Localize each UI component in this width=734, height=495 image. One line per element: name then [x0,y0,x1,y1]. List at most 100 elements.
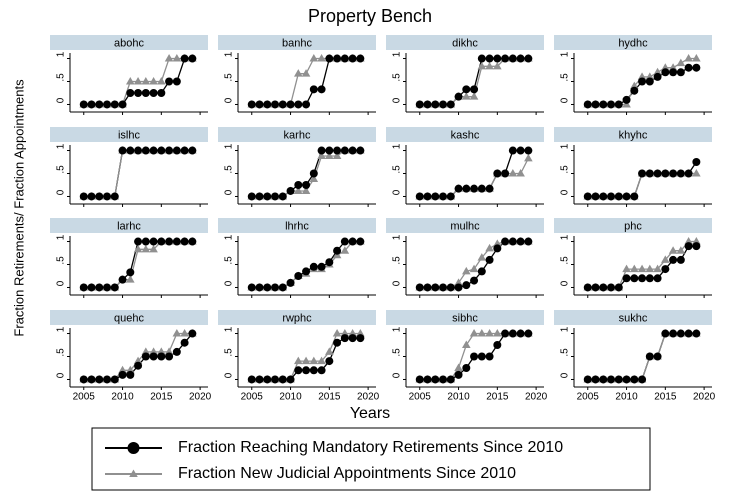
series-line [587,161,697,198]
marker [180,338,189,347]
marker [516,146,525,155]
marker [469,329,479,337]
marker [149,347,158,355]
panel-strip [386,310,544,325]
marker [188,329,197,338]
y-tick-label: .5 [392,348,403,357]
marker [317,366,326,375]
panel-title: lhrhc [285,220,309,232]
marker [340,329,350,337]
marker [692,63,701,72]
marker [599,192,608,201]
panel-title: phc [624,220,642,232]
marker [470,184,479,193]
marker [95,100,104,109]
marker [340,54,349,63]
y-tick-label: 1 [560,326,571,332]
marker [317,356,326,365]
marker [271,283,280,292]
marker [692,158,701,167]
marker [415,192,424,201]
y-tick-label: 1 [560,143,571,149]
marker [669,329,678,338]
marker [493,244,502,253]
marker [172,347,181,356]
marker [661,63,670,71]
marker [607,283,616,292]
marker [149,244,158,253]
y-tick-label: 0 [560,372,571,378]
marker [508,329,517,338]
y-tick-label: .5 [56,348,67,357]
legend-box [91,427,651,491]
panel-title: karhc [284,129,311,141]
marker [591,192,600,201]
x-tick-label: 2005 [73,392,96,403]
y-tick-label: .5 [560,73,571,82]
marker [333,146,342,155]
marker [653,264,662,273]
marker [684,242,693,251]
marker [516,237,525,246]
marker [692,169,701,177]
marker [309,174,319,183]
y-tick-label: .5 [56,73,67,82]
marker [133,356,143,365]
marker [454,278,463,286]
panel-strip [386,35,544,50]
y-tick-label: 1 [56,143,67,149]
marker [454,92,463,101]
marker [462,340,471,349]
y-tick-label: 0 [560,280,571,286]
marker [134,146,143,155]
marker [485,255,494,264]
legend-marker [127,442,140,454]
series-line [83,333,193,381]
marker [638,375,647,384]
marker [477,253,487,261]
panel-title: khyhc [619,129,648,141]
marker [501,169,510,178]
marker [462,266,471,275]
marker [165,237,174,246]
y-tick-label: 0 [392,280,403,286]
marker [286,186,295,195]
x-tick-label: 2015 [486,392,509,403]
marker [692,54,701,62]
y-tick-label: 0 [224,189,235,195]
y-tick-label: 1 [224,234,235,240]
marker [423,283,432,292]
marker [247,283,256,292]
y-tick-label: 1 [392,51,403,57]
marker [165,352,174,361]
marker [524,54,533,63]
marker [524,237,533,246]
panel-strip [218,127,376,142]
marker [446,100,455,109]
marker [188,237,197,246]
marker [333,338,342,347]
panel-strip [50,127,208,142]
marker [348,146,357,155]
x-tick-label: 2015 [654,392,677,403]
y-tick-label: 0 [56,372,67,378]
marker [126,365,135,374]
marker [583,375,592,384]
marker [431,375,440,384]
marker [439,100,448,109]
y-tick-label: .5 [560,256,571,265]
marker [118,146,127,155]
x-tick-label: 2010 [279,392,302,403]
marker [278,100,287,109]
marker [325,54,334,63]
marker [454,283,463,292]
legend-label: Fraction New Judicial Appointments Since… [178,465,516,482]
series-line [587,332,697,381]
marker [302,267,311,276]
panel-strip [50,310,208,325]
marker [149,146,158,155]
marker [164,54,174,62]
marker [247,192,256,201]
marker [622,375,631,384]
